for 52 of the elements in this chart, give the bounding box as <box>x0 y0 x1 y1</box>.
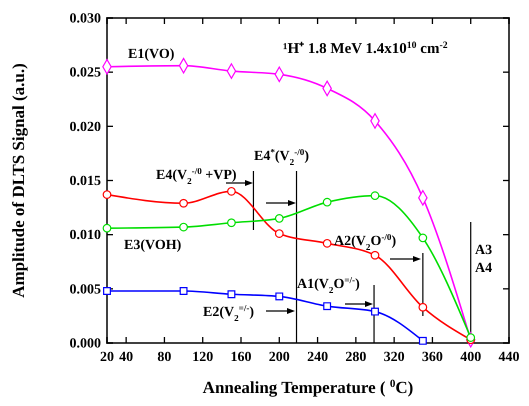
series-label: E3(VOH) <box>124 238 182 253</box>
x-tick-label: 200 <box>268 350 290 365</box>
x-tick-label: 160 <box>230 350 252 365</box>
point <box>102 190 112 199</box>
point <box>418 336 427 345</box>
point <box>323 302 332 310</box>
point <box>370 250 380 260</box>
x-tick-label: 280 <box>345 350 366 365</box>
point <box>103 287 111 295</box>
point <box>227 186 236 196</box>
x-tick-label: 40 <box>119 350 134 365</box>
annotation: ¹H⁺ 1.8 MeV 1.4x10$^{10}$ cm$^{-2}$ <box>283 40 448 57</box>
y-tick-label: 0.015 <box>70 174 101 189</box>
point <box>180 287 188 295</box>
annotation: A1(V$_{2}$O$^{=/-}$) <box>297 275 360 295</box>
x-tick-label: 360 <box>422 350 443 365</box>
point <box>371 308 379 316</box>
annotation: A2(V$_{2}$O$^{-/0}$) <box>334 232 396 252</box>
x-tick-label: 240 <box>307 350 328 365</box>
y-tick-label: 0.010 <box>70 228 101 244</box>
x-tick-label: 320 <box>384 350 405 365</box>
x-tick-label: 80 <box>157 350 172 365</box>
point <box>179 222 188 232</box>
point <box>418 234 428 242</box>
annotation: E2(V$_{2}$$^{=/-}$) <box>203 303 254 323</box>
annotation: A4 <box>475 261 492 276</box>
point <box>322 198 332 207</box>
point <box>274 229 284 238</box>
point <box>227 218 236 228</box>
x-tick-label: 20 <box>100 350 114 365</box>
point <box>418 302 428 312</box>
y-tick-label: 0.025 <box>70 66 101 81</box>
x-axis-title: Annealing Temperature ( $^{0}$C) <box>202 378 414 397</box>
point <box>370 191 380 200</box>
y-tick-label: 0.005 <box>70 282 101 298</box>
annotation: A3 <box>475 243 492 258</box>
y-tick-label: 0.030 <box>70 11 101 26</box>
y-axis-title: Amplitude of DLTS Signal (a.u.) <box>9 63 28 298</box>
x-tick-label: 120 <box>192 350 214 365</box>
series-label: E1(VO) <box>128 47 175 62</box>
point <box>179 198 188 208</box>
y-tick-label: 0.020 <box>70 120 101 135</box>
annotation: E4(V$_{2}$$^{-/0}$ +VP) <box>156 166 237 186</box>
x-tick-label: 400 <box>460 350 482 365</box>
point <box>275 292 284 300</box>
y-tick-label: 0.000 <box>70 336 101 352</box>
point <box>102 224 112 233</box>
annotation: E4$^{*}$(V$_{2}$$^{-/0}$) <box>254 147 310 167</box>
point <box>274 214 284 223</box>
point <box>227 290 236 298</box>
point <box>322 238 332 248</box>
x-tick-label: 440 <box>498 350 520 365</box>
